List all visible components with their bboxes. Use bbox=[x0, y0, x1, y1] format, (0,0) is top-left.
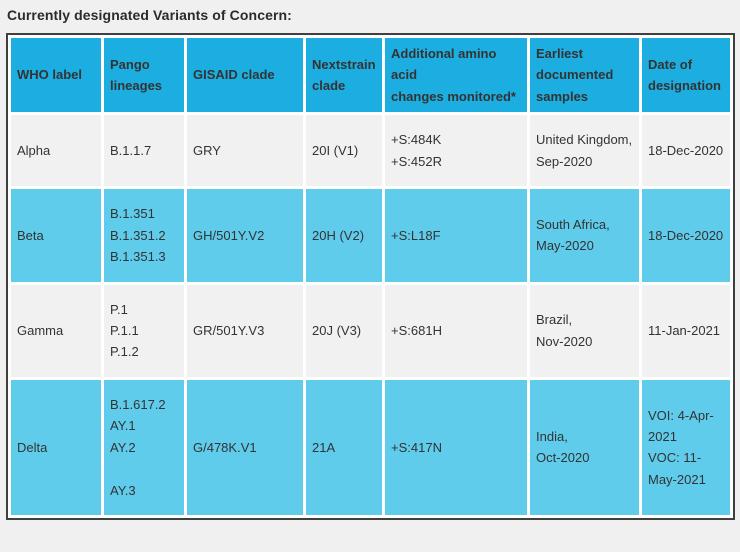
table-row-delta: Delta B.1.617.2 AY.1 AY.2 AY.3 G/478K.V1… bbox=[11, 379, 730, 515]
cell-date-of-designation: 18-Dec-2020 bbox=[642, 115, 730, 187]
cell-earliest-samples: United Kingdom, Sep-2020 bbox=[530, 115, 639, 187]
cell-pango-lineages: P.1 P.1.1 P.1.2 bbox=[104, 284, 184, 377]
cell-date-of-designation: 18-Dec-2020 bbox=[642, 189, 730, 282]
cell-amino-acid-changes: +S:681H bbox=[385, 284, 527, 377]
cell-nextstrain-clade: 21A bbox=[306, 379, 382, 515]
cell-pango-lineages: B.1.351 B.1.351.2 B.1.351.3 bbox=[104, 189, 184, 282]
cell-amino-acid-changes: +S:L18F bbox=[385, 189, 527, 282]
page-title: Currently designated Variants of Concern… bbox=[7, 7, 292, 23]
cell-amino-acid-changes: +S:417N bbox=[385, 379, 527, 515]
cell-gisaid-clade: GRY bbox=[187, 115, 303, 187]
cell-date-of-designation: VOI: 4-Apr- 2021 VOC: 11- May-2021 bbox=[642, 379, 730, 515]
cell-gisaid-clade: GH/501Y.V2 bbox=[187, 189, 303, 282]
cell-earliest-samples: Brazil, Nov-2020 bbox=[530, 284, 639, 377]
cell-date-of-designation: 11-Jan-2021 bbox=[642, 284, 730, 377]
cell-who-label: Beta bbox=[11, 189, 101, 282]
cell-nextstrain-clade: 20H (V2) bbox=[306, 189, 382, 282]
cell-nextstrain-clade: 20I (V1) bbox=[306, 115, 382, 187]
column-header-earliest-samples: Earliest documented samples bbox=[530, 38, 639, 113]
table-row-gamma: Gamma P.1 P.1.1 P.1.2 GR/501Y.V3 20J (V3… bbox=[11, 284, 730, 377]
cell-who-label: Gamma bbox=[11, 284, 101, 377]
column-header-amino-acid-changes: Additional amino acid changes monitored* bbox=[385, 38, 527, 113]
column-header-date-of-designation: Date of designation bbox=[642, 38, 730, 113]
cell-pango-lineages: B.1.1.7 bbox=[104, 115, 184, 187]
cell-who-label: Alpha bbox=[11, 115, 101, 187]
cell-gisaid-clade: G/478K.V1 bbox=[187, 379, 303, 515]
column-header-who-label: WHO label bbox=[11, 38, 101, 113]
variants-of-concern-table: WHO label Pango lineages GISAID clade Ne… bbox=[6, 33, 735, 520]
cell-who-label: Delta bbox=[11, 379, 101, 515]
cell-nextstrain-clade: 20J (V3) bbox=[306, 284, 382, 377]
table-row-alpha: Alpha B.1.1.7 GRY 20I (V1) +S:484K +S:45… bbox=[11, 115, 730, 187]
cell-pango-lineages: B.1.617.2 AY.1 AY.2 AY.3 bbox=[104, 379, 184, 515]
cell-gisaid-clade: GR/501Y.V3 bbox=[187, 284, 303, 377]
cell-earliest-samples: India, Oct-2020 bbox=[530, 379, 639, 515]
column-header-nextstrain-clade: Nextstrain clade bbox=[306, 38, 382, 113]
table-row-beta: Beta B.1.351 B.1.351.2 B.1.351.3 GH/501Y… bbox=[11, 189, 730, 282]
table-header-row: WHO label Pango lineages GISAID clade Ne… bbox=[11, 38, 730, 113]
cell-earliest-samples: South Africa, May-2020 bbox=[530, 189, 639, 282]
column-header-pango-lineages: Pango lineages bbox=[104, 38, 184, 113]
column-header-gisaid-clade: GISAID clade bbox=[187, 38, 303, 113]
cell-amino-acid-changes: +S:484K +S:452R bbox=[385, 115, 527, 187]
